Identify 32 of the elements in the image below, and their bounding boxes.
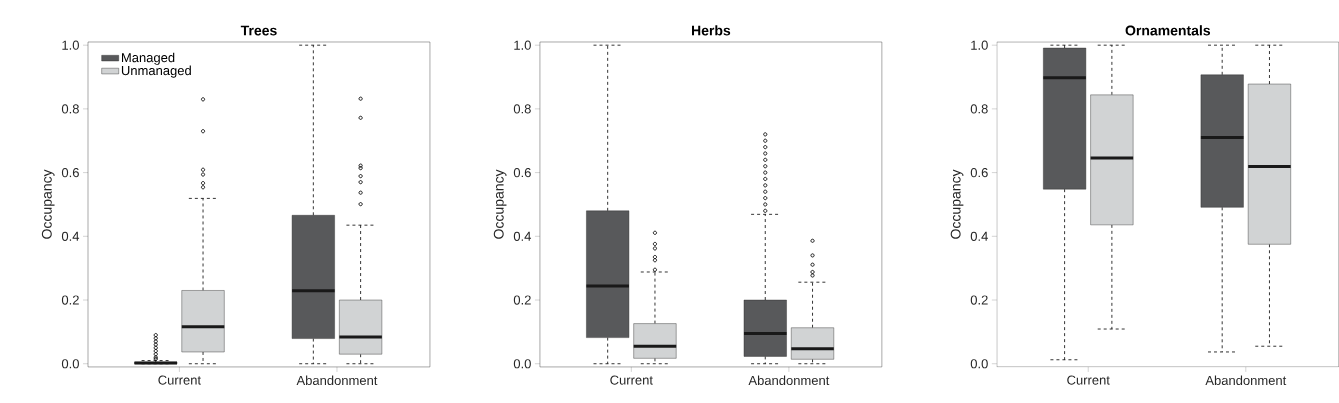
y-axis-title: Occupancy [950, 169, 964, 239]
x-tick-label: Current [1067, 375, 1110, 385]
x-tick-label: Abandonment [296, 375, 378, 386]
y-tick-label: 0.4 [970, 231, 988, 241]
y-tick-label: 0.2 [970, 295, 988, 305]
chart-title: Herbs [692, 25, 731, 36]
y-tick-label: 0.8 [513, 104, 531, 114]
y-tick-label: 0.6 [970, 168, 988, 178]
x-tick-label: Current [610, 375, 653, 385]
x-tick-label: Abandonment [1205, 375, 1287, 386]
y-tick-label: 0.0 [513, 359, 531, 369]
y-tick-label: 1.0 [514, 40, 531, 50]
y-tick-label: 0.6 [61, 168, 79, 178]
y-tick-label: 0.6 [513, 168, 531, 178]
y-tick-label: 0.0 [970, 359, 988, 369]
y-tick-label: 0.4 [61, 231, 80, 241]
y-tick-label: 0.8 [61, 104, 79, 114]
y-tick-label: 0.0 [61, 359, 79, 369]
y-tick-label: 0.8 [970, 104, 988, 114]
y-tick-label: 0.2 [513, 295, 531, 305]
y-tick-label: 1.0 [971, 40, 988, 50]
legend-label: Managed [122, 52, 175, 65]
legend-label: Unmanaged [121, 65, 191, 78]
y-axis-title: Occupancy [41, 169, 55, 239]
x-tick-label: Current [158, 375, 201, 385]
chart-title: Ornamentals [1125, 25, 1211, 36]
y-axis-title: Occupancy [493, 169, 507, 239]
y-tick-label: 0.4 [513, 231, 532, 241]
y-tick-label: 1.0 [62, 40, 79, 50]
x-tick-label: Abandonment [748, 375, 830, 386]
y-tick-label: 0.2 [61, 295, 79, 305]
chart-title: Trees [240, 25, 277, 36]
